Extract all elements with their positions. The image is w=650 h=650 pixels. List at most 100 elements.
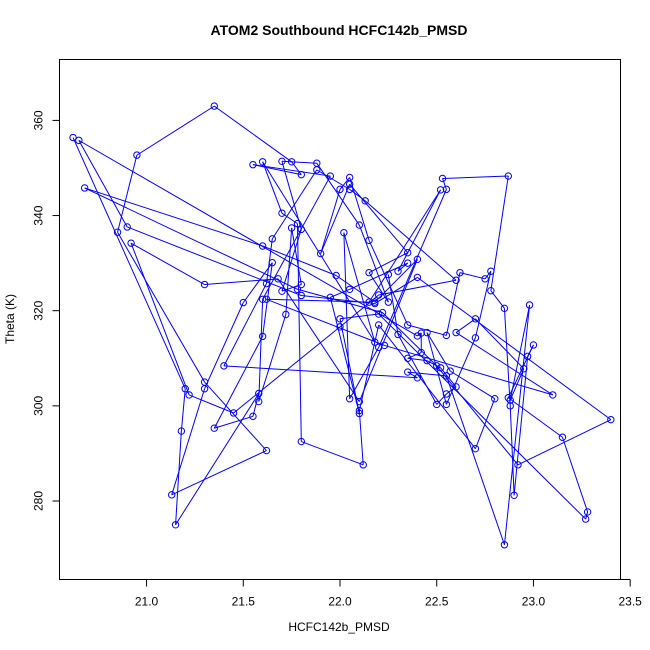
data-point bbox=[123, 223, 131, 231]
data-point bbox=[133, 151, 141, 159]
data-point bbox=[326, 293, 335, 302]
data-point bbox=[525, 301, 534, 309]
series-line-segment bbox=[509, 368, 525, 401]
series-line-segment bbox=[204, 381, 267, 451]
series-line-segment bbox=[475, 318, 525, 370]
data-point bbox=[374, 321, 383, 329]
series-line-segment bbox=[349, 183, 409, 253]
data-point bbox=[436, 364, 445, 372]
data-point bbox=[371, 299, 379, 308]
series-line-segment bbox=[503, 304, 531, 545]
data-point bbox=[442, 331, 451, 340]
series-line-segment bbox=[397, 262, 409, 272]
data-point bbox=[404, 368, 412, 376]
series-line-segment bbox=[358, 224, 389, 303]
data-point bbox=[355, 406, 364, 415]
data-point bbox=[278, 287, 286, 295]
data-point bbox=[504, 172, 512, 180]
series-line-segment bbox=[127, 226, 302, 296]
series-line-segment bbox=[78, 140, 128, 228]
data-point bbox=[413, 255, 422, 264]
data-point bbox=[452, 383, 460, 391]
series-line-segment bbox=[117, 155, 138, 233]
data-point bbox=[404, 354, 412, 362]
series-line-segment bbox=[117, 231, 206, 383]
data-point bbox=[316, 249, 325, 258]
data-point bbox=[345, 185, 354, 194]
data-point bbox=[374, 310, 383, 318]
data-point bbox=[274, 275, 282, 283]
data-point bbox=[504, 394, 512, 402]
series-line-segment bbox=[513, 356, 529, 496]
data-point bbox=[355, 397, 364, 406]
data-point bbox=[239, 298, 247, 307]
data-point bbox=[185, 391, 193, 399]
data-point bbox=[500, 541, 509, 549]
data-point bbox=[113, 228, 122, 236]
series-line-segment bbox=[339, 318, 360, 414]
series-line-segment bbox=[175, 393, 260, 526]
data-point bbox=[549, 391, 557, 399]
data-point bbox=[523, 352, 532, 361]
series-line-segment bbox=[291, 227, 302, 285]
x-tick-label: 22.0 bbox=[328, 595, 352, 609]
data-point bbox=[200, 280, 209, 289]
data-point bbox=[384, 298, 393, 306]
data-point bbox=[361, 197, 369, 205]
series-line-segment bbox=[262, 245, 337, 276]
data-point bbox=[452, 276, 460, 284]
data-point bbox=[340, 228, 348, 237]
series-line-segment bbox=[407, 324, 447, 336]
series-line-segment bbox=[214, 415, 254, 429]
series-line-segment bbox=[296, 223, 302, 442]
data-point bbox=[171, 521, 180, 529]
series-line-segment bbox=[508, 397, 563, 438]
data-point bbox=[262, 295, 271, 303]
data-point bbox=[442, 390, 451, 398]
x-tick-label: 21.0 bbox=[135, 595, 159, 609]
data-point bbox=[268, 235, 276, 243]
data-point bbox=[438, 174, 447, 183]
data-point bbox=[282, 310, 290, 319]
data-point bbox=[487, 267, 495, 275]
data-point bbox=[394, 267, 402, 275]
series-line-segment bbox=[442, 175, 509, 179]
series-line-segment bbox=[78, 139, 418, 337]
data-point bbox=[345, 173, 354, 182]
series-line-segment bbox=[459, 272, 486, 280]
series-line-segment bbox=[446, 386, 457, 395]
data-point bbox=[168, 491, 176, 499]
data-point bbox=[258, 332, 267, 341]
series-line-segment bbox=[349, 262, 408, 290]
data-point bbox=[262, 279, 271, 288]
data-point bbox=[258, 295, 267, 303]
data-point bbox=[210, 424, 218, 432]
data-point bbox=[456, 268, 464, 277]
data-point bbox=[297, 280, 306, 289]
series-line-segment bbox=[455, 318, 476, 333]
data-point bbox=[278, 209, 286, 217]
data-point bbox=[404, 259, 412, 267]
data-point bbox=[268, 258, 276, 267]
series-line-segment bbox=[436, 393, 447, 405]
y-tick-label: 300 bbox=[32, 396, 46, 416]
series-line-segment bbox=[130, 242, 205, 285]
data-point bbox=[423, 328, 431, 337]
data-point bbox=[293, 285, 302, 293]
data-point bbox=[359, 461, 367, 469]
data-point bbox=[75, 136, 83, 145]
data-point bbox=[181, 385, 189, 393]
data-point bbox=[529, 341, 538, 349]
data-point bbox=[481, 275, 489, 283]
series-line-segment bbox=[455, 332, 554, 396]
data-point bbox=[255, 397, 263, 406]
series-line-segment bbox=[297, 288, 383, 314]
series-line-segment bbox=[417, 332, 422, 337]
series-line-segment bbox=[258, 314, 287, 402]
data-point bbox=[433, 362, 441, 370]
series-line-segment bbox=[440, 367, 457, 388]
data-point bbox=[345, 395, 354, 403]
series-line-segment bbox=[397, 334, 438, 405]
data-point bbox=[442, 372, 451, 380]
series-line-segment bbox=[130, 242, 190, 396]
